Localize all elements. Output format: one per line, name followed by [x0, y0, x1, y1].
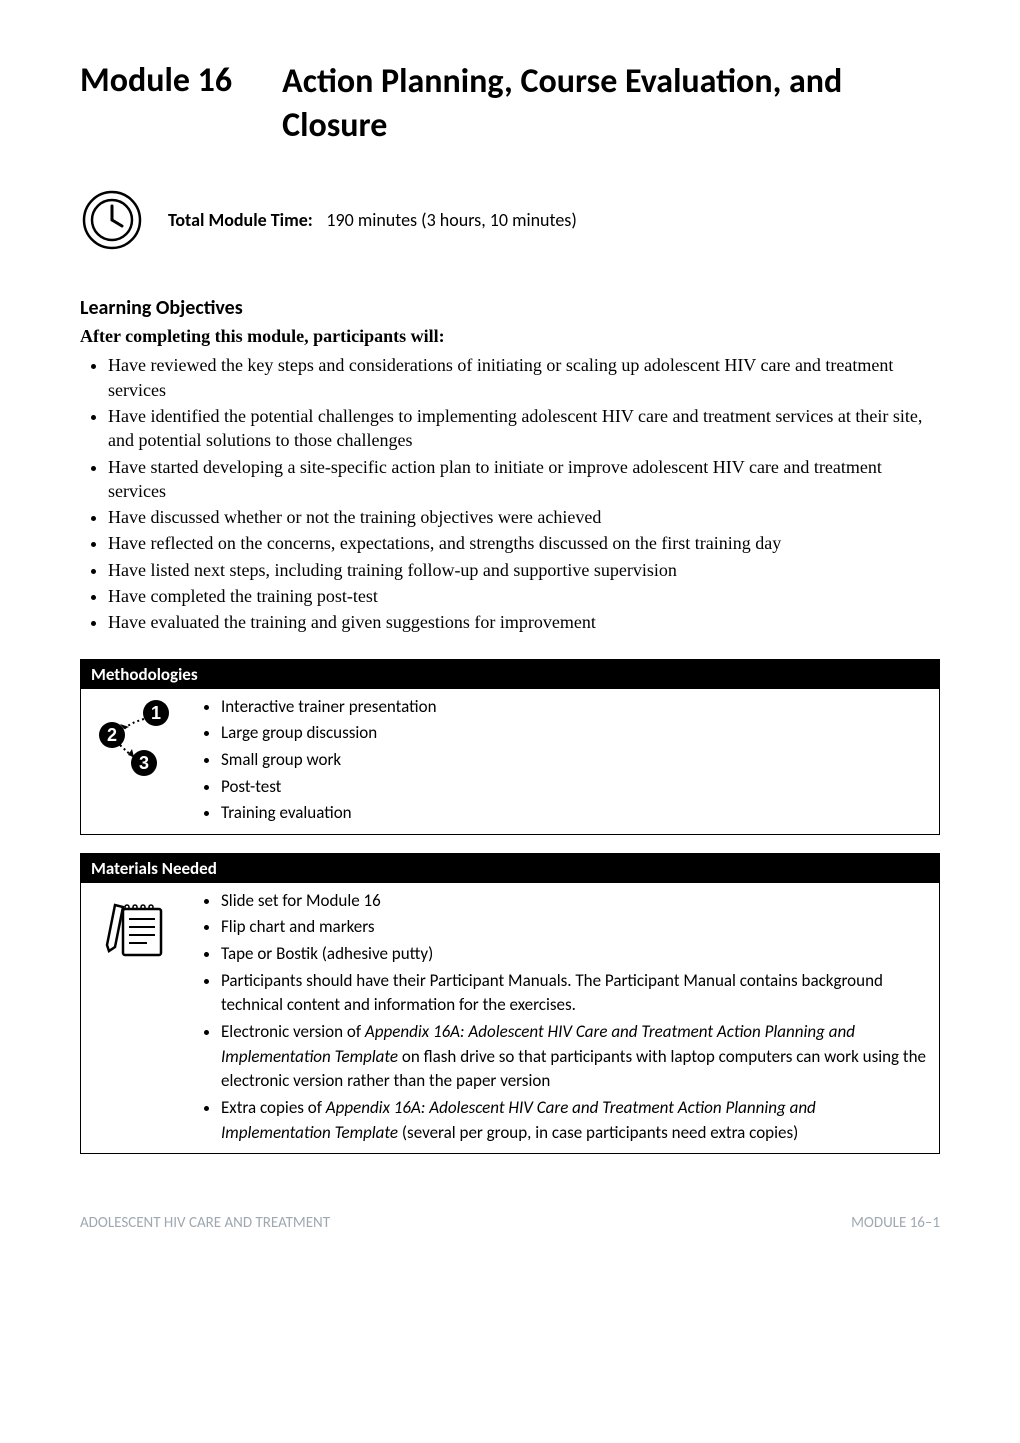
- list-item: Have completed the training post-test: [108, 584, 940, 608]
- list-item: Post-test: [221, 775, 929, 800]
- list-item: Extra copies of Appendix 16A: Adolescent…: [221, 1096, 929, 1145]
- time-value: 190 minutes (3 hours, 10 minutes): [326, 209, 576, 231]
- methodologies-icon-cell: 1 2 3: [91, 695, 181, 828]
- list-item: Flip chart and markers: [221, 915, 929, 940]
- numbered-steps-icon: 1 2 3: [94, 699, 178, 779]
- list-item: Participants should have their Participa…: [221, 969, 929, 1018]
- methodologies-list-cell: Interactive trainer presentation Large g…: [197, 695, 929, 828]
- notepad-pencil-icon: [101, 893, 171, 963]
- list-item: Large group discussion: [221, 721, 929, 746]
- methodologies-body: 1 2 3 Interactive trainer presentation L…: [81, 689, 939, 834]
- list-item: Interactive trainer presentation: [221, 695, 929, 720]
- text-prefix: Electronic version of: [221, 1021, 365, 1042]
- materials-body: Slide set for Module 16 Flip chart and m…: [81, 883, 939, 1153]
- footer-left: ADOLESCENT HIV CARE AND TREATMENT: [80, 1214, 330, 1232]
- svg-text:3: 3: [139, 753, 149, 773]
- list-item: Have discussed whether or not the traini…: [108, 505, 940, 529]
- title-row: Module 16 Action Planning, Course Evalua…: [80, 60, 940, 148]
- methodologies-header: Methodologies: [81, 660, 939, 689]
- text-prefix: Extra copies of: [221, 1097, 326, 1118]
- svg-text:2: 2: [107, 725, 117, 745]
- objectives-heading: Learning Objectives: [80, 296, 940, 320]
- module-label: Module 16: [80, 60, 232, 148]
- methodologies-list: Interactive trainer presentation Large g…: [197, 695, 929, 826]
- list-item: Have listed next steps, including traini…: [108, 558, 940, 582]
- materials-section: Materials Needed Slide set for Modul: [80, 853, 940, 1154]
- time-row: Total Module Time: 190 minutes (3 hours,…: [80, 188, 940, 252]
- module-title: Action Planning, Course Evaluation, and …: [282, 60, 940, 148]
- list-item: Training evaluation: [221, 801, 929, 826]
- list-item: Have identified the potential challenges…: [108, 404, 940, 453]
- list-item: Have reviewed the key steps and consider…: [108, 353, 940, 402]
- list-item: Tape or Bostik (adhesive putty): [221, 942, 929, 967]
- materials-list-cell: Slide set for Module 16 Flip chart and m…: [197, 889, 929, 1147]
- materials-icon-cell: [91, 889, 181, 1147]
- text-suffix: (several per group, in case participants…: [398, 1122, 798, 1143]
- list-item: Have reflected on the concerns, expectat…: [108, 531, 940, 555]
- page-footer: ADOLESCENT HIV CARE AND TREATMENT MODULE…: [80, 1214, 940, 1232]
- materials-list: Slide set for Module 16 Flip chart and m…: [197, 889, 929, 1145]
- objectives-list: Have reviewed the key steps and consider…: [80, 353, 940, 634]
- materials-header: Materials Needed: [81, 854, 939, 883]
- list-item: Have started developing a site-specific …: [108, 455, 940, 504]
- time-text: Total Module Time: 190 minutes (3 hours,…: [168, 209, 577, 231]
- list-item: Electronic version of Appendix 16A: Adol…: [221, 1020, 929, 1094]
- list-item: Slide set for Module 16: [221, 889, 929, 914]
- clock-icon: [80, 188, 144, 252]
- methodologies-section: Methodologies 1 2 3 Interactive trainer …: [80, 659, 940, 835]
- objectives-subheading: After completing this module, participan…: [80, 326, 940, 347]
- footer-right: MODULE 16–1: [851, 1214, 940, 1232]
- svg-text:1: 1: [151, 703, 161, 723]
- list-item: Small group work: [221, 748, 929, 773]
- time-label: Total Module Time:: [168, 209, 313, 231]
- list-item: Have evaluated the training and given su…: [108, 610, 940, 634]
